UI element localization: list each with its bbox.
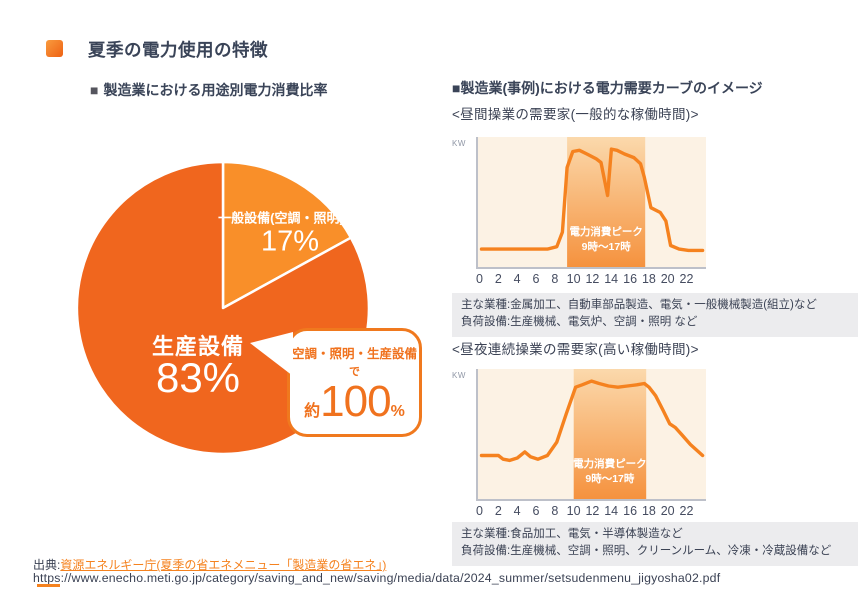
industries-note: 主な業種:金属加工、自動車部品製造、電気・一般機械製造(組立)など [461,299,817,311]
page-title: 夏季の電力使用の特徴 [88,40,268,60]
pie-main-label: 生産設備 [151,334,245,359]
callout-bubble: 空調・照明・生産設備 で 約 100% [287,328,422,437]
pie-slice-percent: 17% [260,225,320,258]
daytime-chart-title: <昼間操業の需要家(一般的な稼働時間)> [452,107,699,122]
source-url: https://www.enecho.meti.go.jp/category/s… [33,571,721,585]
peak-band-label-line2: 9時〜17時 [585,472,635,485]
callout-line1: 空調・照明・生産設備 [291,346,417,361]
callout-percent-sign: % [390,402,405,420]
callout-number: 100 [320,376,391,426]
peak-band-label-line2: 9時〜17時 [581,240,631,253]
source-line: 出典:資源エネルギー庁(夏季の省エネメニュー「製造業の省エネ」) [33,556,386,573]
continuous-chart-title: <昼夜連続操業の需要家(高い稼働時間)> [452,342,699,357]
title-bullet-icon [46,40,63,57]
load-equipment-note: 負荷設備:生産機械、電気炉、空調・照明 など [461,316,698,329]
x-tick-label: 2 [494,272,502,286]
x-tick-label: 16 [623,272,638,286]
x-tick-label: 22 [679,272,694,286]
peak-band-label-line1: 電力消費ピーク [569,225,643,238]
x-tick-label: 10 [566,272,581,286]
source-prefix: 出典: [33,558,61,572]
x-tick-label: 4 [513,272,521,286]
pie-slice [221,160,353,310]
y-axis-label-kw-2: KW [452,371,466,380]
x-tick-label: 6 [532,504,540,518]
y-axis-label-kw-1: KW [452,139,466,148]
continuous-chart-canvas [479,369,705,499]
x-tick-label: 8 [551,504,559,518]
peak-band-label: 電力消費ピーク 9時〜17時 [573,457,647,487]
load-equipment-note: 負荷設備:生産機械、空調・照明、クリーンルーム、冷凍・冷蔵設備など [461,545,832,558]
x-tick-label: 12 [585,504,600,518]
x-tick-label: 12 [585,272,600,286]
continuous-chart-notes: 主な業種:食品加工、電気・半導体製造など 負荷設備:生産機械、空調・照明、クリー… [452,522,858,566]
callout-value: 約 100% [304,376,405,426]
daytime-chart-notes: 主な業種:金属加工、自動車部品製造、電気・一般機械製造(組立)など 負荷設備:生… [452,293,858,337]
x-tick-label: 18 [641,504,656,518]
x-tick-label: 0 [476,504,483,518]
callout-line2: で [349,365,360,378]
x-axis-ticks-continuous: 0 2 4 6 8 10 12 14 16 18 20 22 [476,504,704,518]
pie-main-percent: 83% [155,354,241,401]
x-tick-label: 18 [641,272,656,286]
peak-band-label: 電力消費ピーク 9時〜17時 [569,225,643,255]
callout-approx: 約 [304,402,321,420]
pie-slice-label: 一般設備(空調・照明) [218,210,344,226]
continuous-demand-chart: 電力消費ピーク 9時〜17時 [476,369,706,501]
daytime-chart-canvas [479,137,705,267]
pie-section-heading: ■ 製造業における用途別電力消費比率 [90,80,327,100]
x-tick-label: 10 [566,504,581,518]
x-tick-label: 14 [604,272,619,286]
x-tick-label: 4 [513,504,521,518]
x-tick-label: 20 [660,504,675,518]
x-axis-ticks-daytime: 0 2 4 6 8 10 12 14 16 18 20 22 [476,272,704,286]
x-tick-label: 14 [604,504,619,518]
x-tick-label: 16 [623,504,638,518]
square-marker-icon: ■ [90,82,99,98]
pie-section-heading-text: 製造業における用途別電力消費比率 [103,82,328,98]
x-tick-label: 6 [532,272,540,286]
industries-note: 主な業種:食品加工、電気・半導体製造など [461,528,683,540]
x-tick-label: 8 [551,272,559,286]
x-tick-label: 22 [679,504,694,518]
x-tick-label: 0 [476,272,483,286]
demand-curve-heading: ■製造業(事例)における電力需要カーブのイメージ [452,80,763,96]
x-tick-label: 2 [494,504,502,518]
peak-band-label-line1: 電力消費ピーク [573,457,647,470]
source-link[interactable]: 資源エネルギー庁(夏季の省エネメニュー「製造業の省エネ」) [60,558,387,572]
daytime-demand-chart: 電力消費ピーク 9時〜17時 [476,137,706,269]
orange-underline-mark [37,584,60,587]
x-tick-label: 20 [660,272,675,286]
